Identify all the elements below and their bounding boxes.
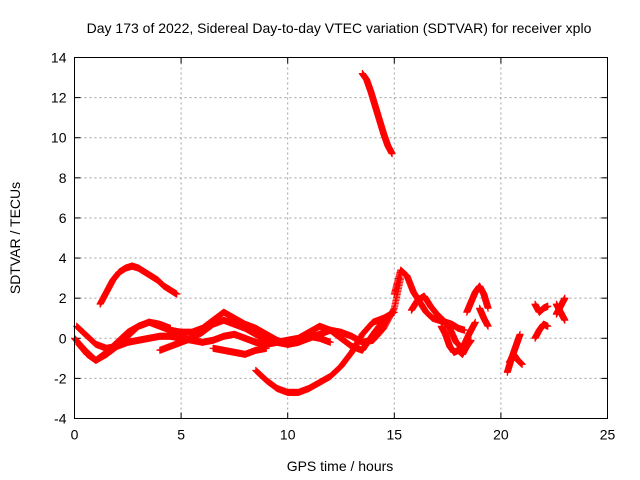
series-arc-o xyxy=(505,350,526,368)
x-tick-label: 15 xyxy=(387,427,403,443)
y-tick-label: 10 xyxy=(51,130,67,146)
data-point xyxy=(518,360,526,368)
series-arc-h xyxy=(358,70,396,158)
data-point xyxy=(262,344,270,352)
series-arc-m xyxy=(476,304,492,330)
series-arc-k xyxy=(437,322,475,358)
y-tick-label: 8 xyxy=(59,170,67,186)
x-tick-label: 0 xyxy=(71,427,79,443)
series-arc-q xyxy=(531,320,552,342)
data-point xyxy=(467,336,475,344)
data-point xyxy=(516,330,524,338)
data-point xyxy=(471,318,479,326)
data-layer xyxy=(71,70,569,396)
y-tick-label: 4 xyxy=(59,250,67,266)
data-point xyxy=(561,316,569,324)
y-tick-label: 2 xyxy=(59,290,67,306)
series-arc-d xyxy=(96,262,181,308)
series-arc-g xyxy=(252,308,398,396)
series-arc-e xyxy=(156,274,405,354)
y-tick-label: 0 xyxy=(59,330,67,346)
series-arc-l xyxy=(463,282,492,316)
y-tick-label: 6 xyxy=(59,210,67,226)
data-point xyxy=(388,150,396,158)
data-point xyxy=(484,322,492,330)
data-point xyxy=(326,338,334,346)
series-arc-p xyxy=(531,300,552,316)
x-axis-label: GPS time / hours xyxy=(287,458,394,474)
data-point xyxy=(173,290,181,298)
data-point xyxy=(390,308,398,316)
data-point xyxy=(484,304,492,312)
data-point xyxy=(561,294,569,302)
y-tick-label: 12 xyxy=(51,90,67,106)
series-arc-f xyxy=(209,344,270,358)
x-tick-label: 25 xyxy=(600,427,616,443)
data-point xyxy=(544,322,552,330)
data-point xyxy=(544,302,552,310)
series-arc-s xyxy=(552,300,569,324)
plot-frame xyxy=(74,57,608,419)
tick-layer: 0 5 10 15 20 25 -4 -2 0 2 4 6 8 10 12 14 xyxy=(51,50,616,443)
y-tick-label: 14 xyxy=(51,50,67,66)
chart-title: Day 173 of 2022, Sidereal Day-to-day VTE… xyxy=(87,20,592,36)
y-tick-label: -4 xyxy=(54,411,67,427)
y-axis-label: SDTVAR / TECUs xyxy=(7,182,23,294)
x-tick-label: 5 xyxy=(177,427,185,443)
x-tick-label: 10 xyxy=(280,427,296,443)
data-point xyxy=(461,326,469,334)
x-tick-label: 20 xyxy=(493,427,509,443)
y-tick-label: -2 xyxy=(54,370,67,386)
